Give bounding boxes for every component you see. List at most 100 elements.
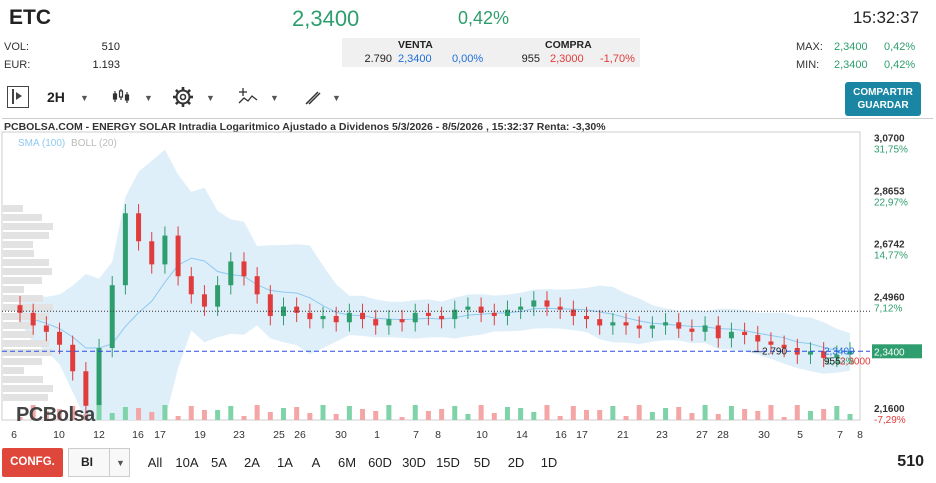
bollinger-band [20, 149, 850, 420]
compra-pct: -1,70% [600, 53, 635, 65]
period-button-all[interactable]: All [147, 455, 163, 470]
x-tick-label: 19 [194, 429, 206, 441]
x-tick-label: 8 [857, 429, 863, 441]
candle-body [83, 371, 89, 406]
candle-body [715, 325, 721, 339]
volume-profile-bar [3, 259, 49, 266]
change-percent: 0,42% [458, 8, 510, 28]
y-tick-label: 3,0700 [874, 134, 905, 145]
candle-body [241, 261, 247, 277]
candle-body [280, 306, 286, 316]
chart-type-caret-icon[interactable]: ▼ [144, 93, 153, 103]
period-button-5a[interactable]: 5A [211, 455, 227, 470]
candlestick-type-icon[interactable] [112, 88, 130, 108]
candle-body [676, 322, 682, 329]
venta-header: VENTA [398, 39, 433, 51]
candle-body [267, 294, 273, 316]
volume-bar [636, 405, 642, 420]
compra-qty: 955 [521, 53, 540, 65]
volume-bar [83, 414, 89, 420]
period-button-30d[interactable]: 30D [402, 455, 426, 470]
period-button-1d[interactable]: 1D [540, 455, 558, 470]
panel-toggle-icon[interactable] [7, 86, 29, 108]
last-price-badge [872, 344, 922, 359]
period-button-2a[interactable]: 2A [244, 455, 260, 470]
x-tick-label: 26 [294, 429, 306, 441]
period-button-2d[interactable]: 2D [507, 455, 525, 470]
share-save-button[interactable]: COMPARTIR GUARDAR [845, 82, 921, 116]
candle-body [478, 306, 484, 313]
x-tick-label: 30 [335, 429, 347, 441]
period-button-6m[interactable]: 6M [337, 455, 357, 470]
volume-profile-bar [3, 232, 49, 239]
bi-caret-icon[interactable]: ▼ [116, 458, 125, 468]
x-tick-label: 16 [555, 429, 567, 441]
period-button-60d[interactable]: 60D [368, 455, 392, 470]
volume-bar [373, 411, 379, 420]
candle-body [584, 315, 590, 320]
volume-bar [294, 407, 300, 420]
candle-body [425, 312, 431, 316]
candle-body [518, 306, 524, 310]
period-button-10a[interactable]: 10A [175, 455, 199, 470]
volume-profile-bar [3, 241, 33, 248]
period-button-1a[interactable]: 1A [277, 455, 293, 470]
draw-pencil-icon[interactable] [304, 88, 322, 111]
min-pct: 0,42% [884, 59, 916, 71]
config-button[interactable]: CONFG. [2, 448, 63, 477]
volume-bar [188, 406, 194, 420]
quote-time: 15:32:37 [852, 8, 919, 27]
candle-body [610, 322, 616, 326]
candle-body [702, 325, 708, 332]
x-tick-label: 14 [516, 429, 528, 441]
y-tick-pct: -7,29% [874, 415, 906, 426]
x-tick-label: 25 [273, 429, 285, 441]
venta-pct: 0,00% [452, 53, 484, 65]
vol-label: VOL: [4, 41, 30, 53]
y-tick-label: 2,8653 [874, 187, 905, 198]
volume-profile-bar [3, 349, 52, 356]
period-button-15d[interactable]: 15D [436, 455, 460, 470]
volume-bar [452, 406, 458, 420]
candle-body [597, 319, 603, 326]
bi-select[interactable]: BI ▼ [68, 448, 130, 477]
candle-body [636, 325, 642, 329]
interval-caret-icon[interactable]: ▼ [80, 93, 89, 103]
bid-qty-marker: 955 [824, 356, 841, 367]
volume-bar [834, 406, 840, 420]
settings-gear-icon[interactable] [172, 86, 194, 113]
indicators-icon[interactable] [237, 86, 259, 111]
volume-bar [360, 409, 366, 420]
volume-bar [755, 411, 761, 420]
candle-body [43, 325, 49, 332]
compra-header: COMPRA [545, 39, 592, 51]
volume-bar [333, 414, 339, 420]
bid-price-marker: 2,3000 [840, 356, 871, 367]
draw-caret-icon[interactable]: ▼ [332, 93, 341, 103]
candle-body [373, 319, 379, 326]
volume-bar [201, 410, 207, 420]
volume-bar [162, 405, 168, 420]
volume-profile-bar [3, 295, 43, 302]
candle-body [96, 348, 102, 406]
volume-profile-bar [3, 385, 53, 392]
chart-top-border [2, 118, 933, 119]
settings-caret-icon[interactable]: ▼ [206, 93, 215, 103]
volume-bar [544, 405, 550, 420]
y-tick-pct: 14,77% [874, 251, 908, 262]
candle-body [57, 331, 63, 345]
x-tick-label: 23 [233, 429, 245, 441]
max-pct: 0,42% [884, 41, 916, 53]
period-button-5d[interactable]: 5D [473, 455, 491, 470]
interval-selector[interactable]: 2H [47, 89, 65, 105]
volume-bar [663, 408, 669, 420]
indicators-caret-icon[interactable]: ▼ [270, 93, 279, 103]
bottom-volume: 510 [897, 453, 924, 470]
volume-bar [267, 412, 273, 420]
max-label: MAX: [796, 41, 823, 53]
period-button-a[interactable]: A [311, 455, 321, 470]
volume-bar [215, 410, 221, 420]
candle-body [847, 351, 853, 355]
candle-body [228, 261, 234, 286]
